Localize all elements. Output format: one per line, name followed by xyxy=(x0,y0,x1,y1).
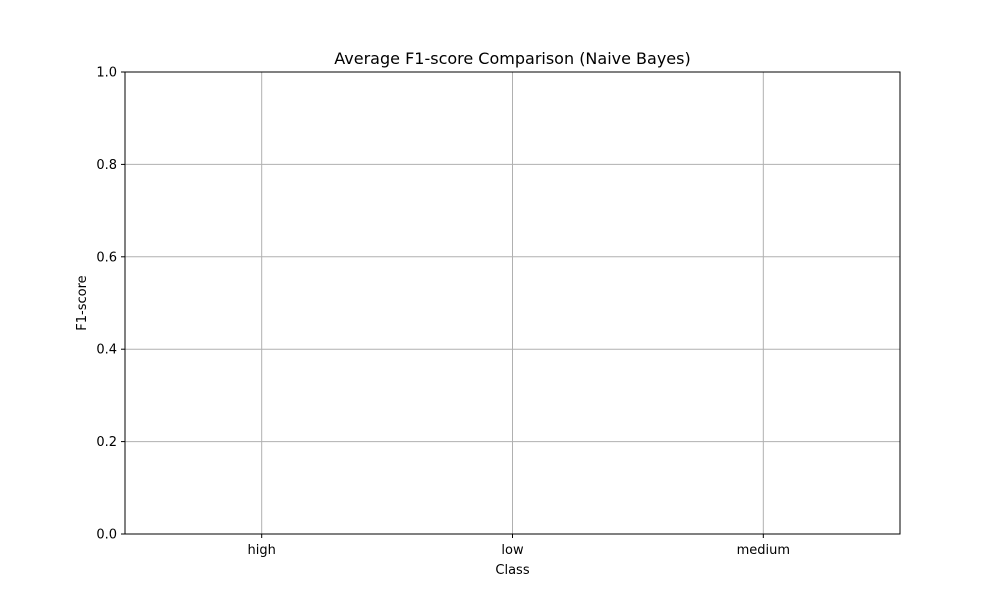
y-tick-label: 0.8 xyxy=(96,158,117,173)
grid xyxy=(125,71,900,535)
x-tick-label-medium: medium xyxy=(737,543,790,558)
x-axis-label: Class xyxy=(495,563,529,578)
x-axis-ticks: high low medium xyxy=(248,534,790,558)
y-tick-label: 0.6 xyxy=(96,250,117,265)
y-tick-label: 0.2 xyxy=(96,435,117,450)
y-axis-ticks: 0.0 0.2 0.4 0.6 0.8 1.0 xyxy=(96,66,125,543)
y-tick-label: 0.0 xyxy=(96,528,117,543)
y-tick-label: 0.4 xyxy=(96,343,117,358)
chart-title: Average F1-score Comparison (Naive Bayes… xyxy=(334,49,690,68)
x-tick-label-high: high xyxy=(248,543,276,558)
x-tick-label-low: low xyxy=(501,543,524,558)
y-tick-label: 1.0 xyxy=(96,66,117,81)
y-axis-label: F1-score xyxy=(75,275,90,330)
